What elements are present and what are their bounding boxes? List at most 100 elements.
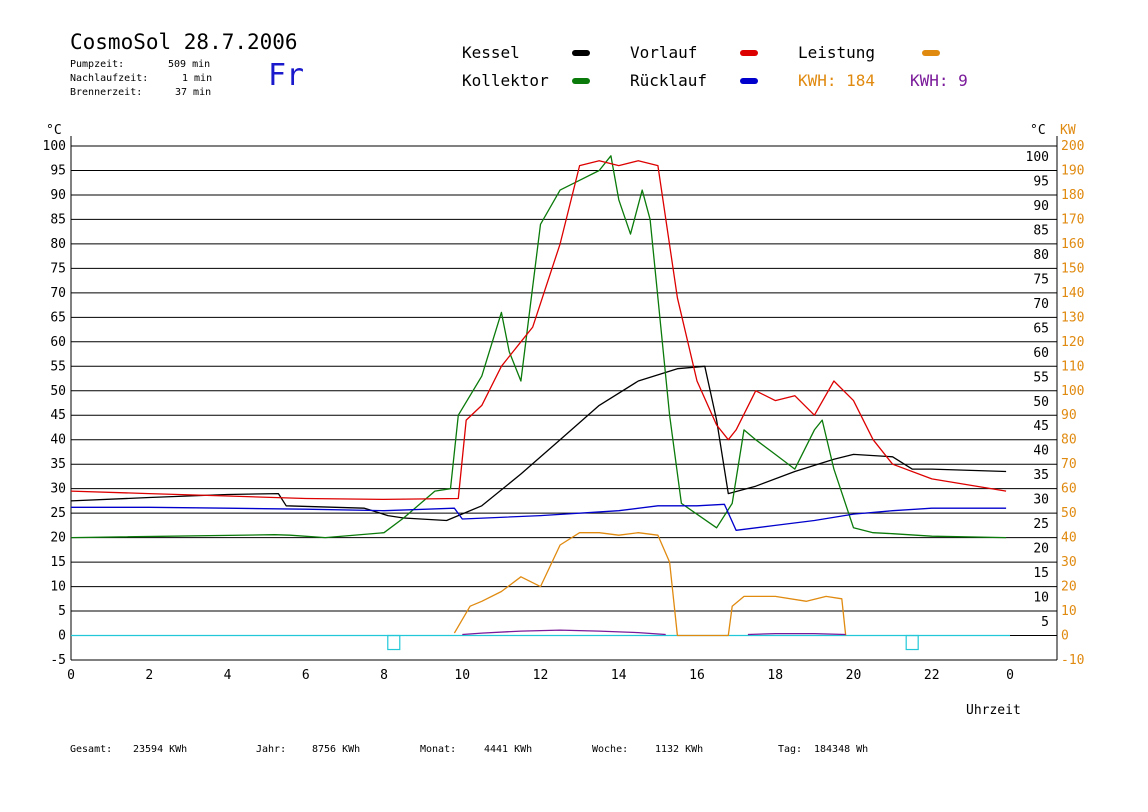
series-line-kollektor: [70, 155, 1007, 539]
x-tick-label: 22: [924, 668, 940, 683]
y-tick-label: 95: [50, 163, 66, 178]
footer-value: 184348 Wh: [814, 744, 869, 755]
y-tick-label-right: 60: [1033, 346, 1049, 361]
y-tick-label: 55: [50, 359, 66, 374]
kw-tick-label: 40: [1061, 531, 1077, 546]
legend-kessel-swatch: [572, 50, 590, 56]
stat-value: 37 min: [175, 87, 212, 98]
stat-value: 509 min: [168, 59, 211, 70]
legend-leistung-swatch: [922, 50, 940, 56]
legend-leistung: Leistung: [798, 43, 876, 62]
kw-tick-label: -10: [1061, 653, 1084, 668]
legend-kwh-secondary: KWH: 9: [910, 71, 968, 90]
kw-tick-label: 180: [1061, 188, 1084, 203]
x-tick-label: 16: [689, 668, 705, 683]
kw-tick-label: 110: [1061, 359, 1084, 374]
legend-vorlauf: Vorlauf: [630, 43, 698, 62]
y-tick-label: 35: [50, 457, 66, 472]
footer-value: 1132 KWh: [655, 744, 704, 755]
legend-ruecklauf: Rücklauf: [630, 71, 708, 90]
kw-tick-label: 30: [1061, 555, 1077, 570]
kw-tick-label: 50: [1061, 506, 1077, 521]
stat-value: 1 min: [182, 73, 213, 84]
x-tick-label: 14: [611, 668, 627, 683]
y-axis-unit-right: °C: [1030, 123, 1046, 138]
legend-kessel: Kessel: [462, 43, 520, 62]
y-tick-label: 65: [50, 310, 66, 325]
y-tick-label: 30: [50, 482, 66, 497]
y-tick-label: 40: [50, 433, 66, 448]
stat-label: Nachlaufzeit:: [70, 73, 149, 84]
y-tick-label: 5: [58, 604, 66, 619]
legend-ruecklauf-swatch: [740, 78, 758, 84]
y-tick-label-right: 95: [1033, 174, 1049, 189]
y-tick-label-right: 15: [1033, 566, 1049, 581]
series-line-kessel: [70, 365, 1007, 522]
y-tick-label-right: 30: [1033, 493, 1049, 508]
y-tick-label-right: 70: [1033, 297, 1049, 312]
kw-tick-label: 200: [1061, 139, 1084, 154]
kw-tick-label: 150: [1061, 261, 1084, 276]
y-tick-label-right: 80: [1033, 248, 1049, 263]
kw-tick-label: 20: [1061, 580, 1077, 595]
y-tick-label: 100: [43, 139, 66, 154]
y-tick-label-right: 100: [1026, 150, 1049, 165]
y-tick-label: 20: [50, 531, 66, 546]
y-tick-label: 45: [50, 408, 66, 423]
x-tick-label: 10: [454, 668, 470, 683]
x-tick-label: 0: [67, 668, 75, 683]
footer-value: 23594 KWh: [133, 744, 188, 755]
y-axis-unit-left: °C: [46, 123, 62, 138]
y-tick-label-right: 10: [1033, 591, 1049, 606]
y-tick-label: 0: [58, 629, 66, 644]
x-tick-label: 20: [846, 668, 862, 683]
legend-kwh-total: KWH: 184: [798, 71, 876, 90]
y-tick-label-right: 25: [1033, 517, 1049, 532]
y-tick-label-right: 5: [1041, 615, 1049, 630]
y-tick-label: 15: [50, 555, 66, 570]
y-tick-label: 50: [50, 384, 66, 399]
stat-label: Pumpzeit:: [70, 59, 125, 70]
y-tick-label-right: 85: [1033, 223, 1049, 238]
kw-tick-label: 170: [1061, 212, 1084, 227]
pump-marker: [905, 634, 919, 651]
y-tick-label-right: 90: [1033, 199, 1049, 214]
x-tick-label: 0: [1006, 668, 1014, 683]
chart-title: CosmoSol 28.7.2006: [70, 30, 298, 54]
y-tick-label: 75: [50, 261, 66, 276]
legend-kollektor-swatch: [572, 78, 590, 84]
x-tick-label: 18: [767, 668, 783, 683]
y-tick-label-right: 40: [1033, 444, 1049, 459]
kw-tick-label: 130: [1061, 310, 1084, 325]
kw-tick-label: 0: [1061, 629, 1069, 644]
y-tick-label: -5: [50, 653, 66, 668]
kw-tick-label: 100: [1061, 384, 1084, 399]
footer-value: 4441 KWh: [484, 744, 533, 755]
y-tick-label: 70: [50, 286, 66, 301]
y-tick-label-right: 45: [1033, 419, 1049, 434]
y-tick-label-right: 50: [1033, 395, 1049, 410]
y-tick-label: 85: [50, 212, 66, 227]
legend-vorlauf-swatch: [740, 50, 758, 56]
x-axis-label: Uhrzeit: [966, 703, 1021, 718]
footer-label: Tag:: [778, 744, 803, 755]
weekday-label: Fr: [268, 58, 305, 93]
kw-tick-label: 70: [1061, 457, 1077, 472]
footer-value: 8756 KWh: [312, 744, 361, 755]
x-tick-label: 2: [145, 668, 153, 683]
y-tick-label: 80: [50, 237, 66, 252]
footer-label: Woche:: [592, 744, 629, 755]
y-tick-label-right: 75: [1033, 272, 1049, 287]
series-line-rücklauf: [71, 503, 1007, 531]
series-line-leistung: [453, 532, 847, 637]
legend-kollektor: Kollektor: [462, 71, 549, 90]
y-tick-label-right: 35: [1033, 468, 1049, 483]
y-tick-label: 90: [50, 188, 66, 203]
y-tick-label: 25: [50, 506, 66, 521]
y-tick-label: 10: [50, 580, 66, 595]
pump-marker: [387, 634, 401, 651]
x-tick-label: 12: [533, 668, 549, 683]
y-tick-label-right: 20: [1033, 542, 1049, 557]
kw-tick-label: 160: [1061, 237, 1084, 252]
kw-tick-label: 190: [1061, 163, 1084, 178]
